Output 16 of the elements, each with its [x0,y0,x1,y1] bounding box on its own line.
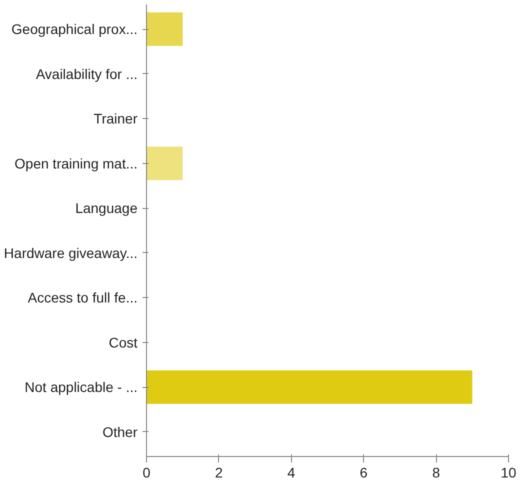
y-tick-label: Other [102,424,138,440]
y-tick-label: Open training mat... [14,155,138,172]
x-tick-label: 0 [142,464,151,480]
y-tick-label: Availability for ... [36,66,138,82]
y-tick-label: Geographical prox... [11,21,138,38]
y-tick-label: Cost [108,334,138,350]
x-tick-label: 8 [432,464,440,480]
y-tick-label: Access to full fe... [28,290,138,306]
x-tick-label: 4 [287,464,296,480]
y-tick-label: Hardware giveaway... [4,244,138,261]
y-tick-label: Not applicable - ... [24,379,138,396]
y-tick-label: Language [75,200,138,216]
x-tick-label: 2 [215,464,224,480]
y-tick-label: Trainer [94,110,138,127]
x-tick-label: 6 [360,464,368,480]
x-tick-label: 10 [500,464,516,480]
